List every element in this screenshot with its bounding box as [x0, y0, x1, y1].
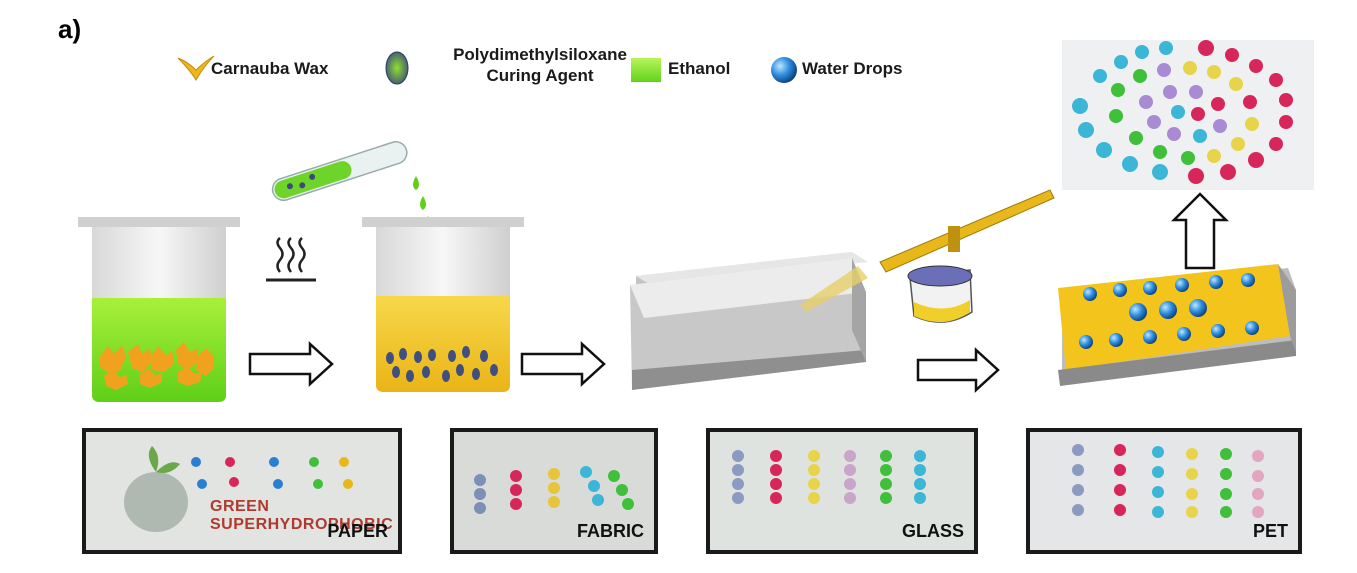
photo-pet: PET: [1026, 428, 1302, 554]
arrow-3: [916, 347, 1000, 393]
photo-label-paper: PAPER: [327, 521, 388, 541]
paper-photo-drops: [124, 446, 353, 532]
legend-water-label: Water Drops: [802, 59, 903, 78]
paper-caption: GREEN SUPERHYDROPHOBIC: [210, 498, 394, 533]
legend-pdms-line1: Polydimethylsiloxane: [453, 45, 627, 64]
water-drops-on-slab: [1079, 273, 1259, 349]
heat-icon: [266, 237, 316, 282]
legend-ethanol-label: Ethanol: [668, 59, 731, 78]
pdms-icon: [385, 51, 409, 85]
glass-photo-drops: [732, 450, 926, 504]
fabric-photo-drops: [474, 466, 634, 514]
droplet-array: [1072, 40, 1293, 184]
substrate-slab: [630, 252, 868, 390]
arrow-1: [248, 341, 334, 387]
droplet-pattern-photo: [1062, 40, 1314, 190]
arrow-up: [1170, 192, 1230, 270]
pet-photo-drops: [1072, 444, 1264, 518]
arrow-2: [520, 341, 606, 387]
test-tube-icon: [271, 141, 408, 202]
photo-label-pet: PET: [1252, 521, 1288, 541]
photo-label-fabric: FABRIC: [577, 521, 644, 541]
spray-beam: [800, 266, 868, 312]
airbrush-icon: [879, 189, 1055, 323]
wax-icon: [177, 55, 215, 81]
legend-pdms-label: Polydimethylsiloxane Curing Agent: [440, 44, 640, 86]
legend-wax-label: Carnauba Wax: [211, 59, 329, 78]
water-drop-icon: [771, 57, 797, 83]
photo-fabric: FABRIC: [450, 428, 658, 554]
photo-label-glass: GLASS: [901, 521, 964, 541]
photo-paper: GREEN SUPERHYDROPHOBIC PAPER: [82, 428, 402, 554]
panel-label: a): [58, 14, 82, 44]
ethanol-icon: [631, 58, 661, 82]
legend-pdms-line2: Curing Agent: [486, 66, 594, 85]
photo-glass: GLASS: [706, 428, 978, 554]
beaker-mixture: [362, 217, 524, 392]
beaker-ethanol-wax: [78, 217, 240, 402]
